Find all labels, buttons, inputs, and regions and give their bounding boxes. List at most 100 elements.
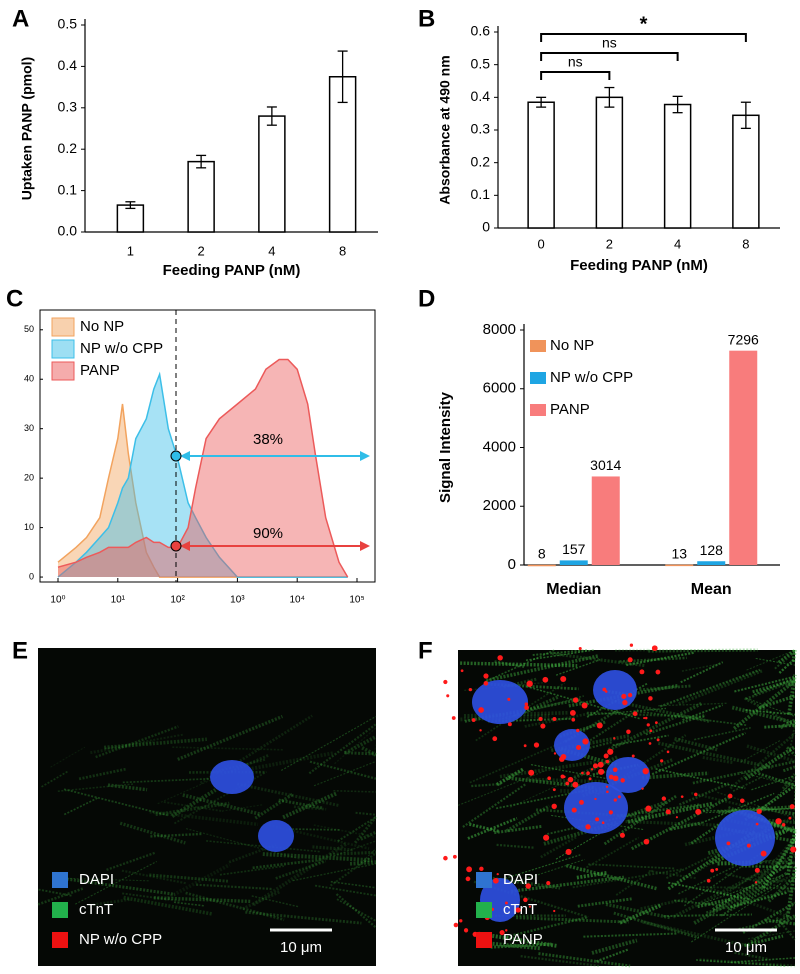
- particle: [601, 821, 605, 825]
- y-tick-label: 8000: [483, 321, 516, 338]
- particle: [460, 669, 464, 673]
- fiber: [172, 746, 284, 751]
- fiber: [360, 830, 377, 841]
- particle: [608, 774, 614, 780]
- fiber: [526, 685, 641, 720]
- gate-marker: [170, 450, 182, 462]
- x-tick-label: 10³: [230, 595, 245, 606]
- particle: [479, 729, 482, 732]
- particle: [648, 742, 652, 745]
- fiber: [185, 827, 300, 860]
- y-tick-label: 10: [24, 522, 34, 532]
- fiber: [524, 711, 593, 728]
- fiber: [727, 871, 789, 911]
- x-tick-label: 2: [606, 236, 613, 251]
- significance-bracket: [540, 71, 611, 80]
- y-tick-label: 6000: [483, 380, 516, 397]
- fiber: [702, 756, 734, 765]
- fiber: [730, 957, 796, 964]
- bar: [187, 160, 215, 233]
- fiber: [741, 864, 796, 869]
- particle: [492, 877, 499, 884]
- fiber: [781, 773, 797, 791]
- scale-bar-label: 10 μm: [725, 939, 767, 956]
- x-tick-label: 1: [127, 243, 134, 258]
- particle: [612, 767, 618, 773]
- fiber: [473, 880, 589, 919]
- particle: [526, 680, 533, 687]
- fiber: [150, 832, 202, 838]
- bar: [559, 560, 588, 565]
- fiber: [745, 709, 796, 716]
- fiber: [657, 741, 773, 770]
- fiber: [361, 746, 377, 757]
- particle: [594, 797, 597, 801]
- particle: [656, 738, 660, 742]
- fiber: [275, 859, 327, 880]
- fiber: [357, 848, 377, 867]
- y-tick-label: 0.1: [58, 181, 78, 197]
- particle: [552, 788, 556, 792]
- fiber: [469, 822, 500, 833]
- legend-label: cTnT: [79, 901, 113, 918]
- bar: [665, 564, 694, 567]
- fiber: [682, 704, 723, 721]
- particle: [603, 753, 609, 759]
- bar: [595, 96, 624, 229]
- nucleus: [606, 757, 650, 793]
- fiber: [485, 649, 555, 683]
- particle: [592, 763, 598, 769]
- particle: [553, 909, 556, 913]
- particle: [595, 817, 600, 822]
- fiber: [288, 828, 340, 831]
- fiber: [498, 854, 581, 882]
- y-tick-label: 0.2: [471, 153, 491, 169]
- y-tick-label: 0.4: [58, 57, 78, 73]
- cell-fibers: [37, 714, 378, 929]
- fiber: [745, 679, 796, 701]
- particle: [528, 769, 535, 776]
- fiber: [149, 873, 229, 883]
- fiber: [173, 901, 205, 907]
- fiber: [672, 862, 779, 919]
- particle: [706, 878, 711, 883]
- legend-swatch: [52, 872, 68, 888]
- fiber: [659, 668, 761, 708]
- particle: [619, 832, 625, 838]
- bar: [591, 476, 620, 565]
- fiber: [693, 883, 764, 925]
- fiber: [787, 674, 797, 715]
- gate-percent: 38%: [253, 431, 283, 448]
- legend-label: PANP: [503, 931, 543, 948]
- fiber: [336, 898, 377, 922]
- fiber: [560, 747, 618, 768]
- fiber: [767, 875, 797, 903]
- fiber: [648, 648, 758, 653]
- fiber: [573, 755, 619, 780]
- particle: [710, 868, 715, 873]
- fiber: [742, 901, 796, 934]
- particle: [525, 883, 532, 889]
- error-bar: [740, 101, 751, 130]
- legend-label: No NP: [550, 337, 594, 354]
- fiber: [591, 938, 638, 955]
- particle: [755, 822, 759, 826]
- fiber: [511, 858, 585, 885]
- particle: [515, 907, 521, 913]
- panel-letter: B: [418, 5, 435, 32]
- fiber: [744, 697, 796, 728]
- particle: [581, 771, 584, 775]
- legend-label: PANP: [550, 401, 590, 418]
- x-tick-label: 10⁴: [289, 595, 304, 606]
- particle: [754, 867, 760, 873]
- fiber: [503, 677, 538, 689]
- particle: [627, 692, 633, 698]
- fiber: [505, 804, 551, 833]
- fiber: [104, 733, 185, 750]
- particle: [524, 702, 529, 706]
- legend-swatch: [52, 902, 68, 918]
- panel-letter: F: [418, 637, 433, 664]
- fiber: [278, 798, 323, 810]
- y-axis-label: Uptaken PANP (pmol): [19, 57, 35, 200]
- y-tick-label: 0.3: [58, 99, 78, 115]
